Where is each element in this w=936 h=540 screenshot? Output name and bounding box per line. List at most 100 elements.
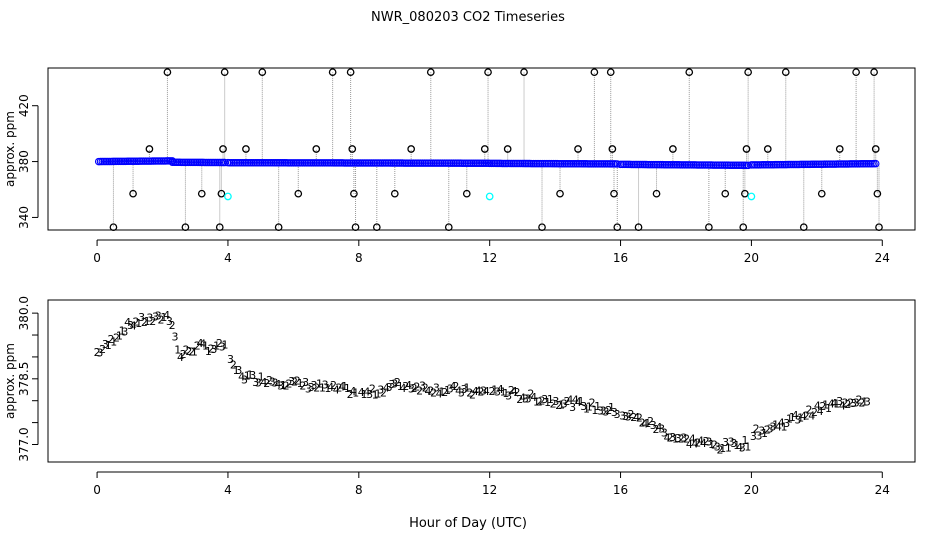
data-digit-marker: 4 [572,394,579,407]
data-digit-marker: 3 [552,395,559,408]
data-digit-marker: 2 [402,380,409,393]
data-digit-marker: 3 [600,405,607,418]
data-digit-marker: 2 [717,444,724,457]
data-digit-marker: 2 [94,346,101,359]
cyan-point [747,192,756,201]
outlier-point [610,189,618,198]
data-digit-marker: 1 [135,317,142,330]
figure-title: NWR_080203 CO2 Timeseries [371,10,565,25]
data-digit-marker: 1 [594,400,601,413]
data-digit-marker: 2 [653,423,660,436]
data-digit-marker: 2 [564,395,571,408]
data-digit-marker: 2 [508,384,515,397]
data-digit-marker: 3 [235,364,242,377]
data-digit-marker: 3 [121,325,128,338]
data-digit-marker: 2 [647,415,654,428]
data-digit-marker: 4 [475,384,482,397]
data-digit-marker: 2 [536,395,543,408]
data-digit-marker: 3 [767,422,774,435]
data-digit-marker: 1 [502,387,509,400]
data-digit-marker: 4 [686,438,693,451]
x-tick-label: 24 [875,483,890,497]
outlier-point [444,223,453,232]
data-digit-marker: 2 [208,343,215,356]
x-tick-label: 12 [482,251,497,265]
data-digit-marker: 3 [377,383,384,396]
data-digit-marker: 2 [169,319,176,332]
data-digit-marker: 4 [511,385,518,398]
data-digit-marker: 3 [419,379,426,392]
data-digit-marker: 4 [566,394,573,407]
data-digit-marker: 1 [761,427,768,440]
data-digit-marker: 4 [575,396,582,409]
outlier-point [634,223,643,232]
data-digit-marker: 1 [119,324,126,337]
data-digit-marker: 1 [583,402,590,415]
data-digit-marker: 3 [658,423,665,436]
outlier-point [217,189,226,198]
data-digit-marker: 1 [374,387,381,400]
data-digit-marker: 3 [758,424,765,437]
outlier-point [763,145,772,153]
data-digit-marker: 2 [188,345,195,358]
data-digit-marker: 1 [533,396,540,409]
data-digit-marker: 2 [753,423,760,436]
outlier-point [503,145,512,153]
data-digit-marker: 3 [102,338,109,351]
data-digit-marker: 4 [199,337,206,350]
data-digit-marker: 4 [792,409,799,422]
data-digit-marker: 3 [722,436,729,449]
data-digit-marker: 1 [324,382,331,395]
data-digit-marker: 4 [358,386,365,399]
data-digit-marker: 1 [644,417,651,430]
outlier-point [835,145,844,153]
data-digit-marker: 2 [294,374,301,387]
outlier-point [652,189,661,198]
data-digit-marker: 4 [808,409,815,422]
outlier-point [781,68,790,77]
outlier-point [817,189,826,198]
data-digit-marker: 1 [861,396,868,409]
plot-frame [47,67,916,231]
data-digit-marker: 3 [739,441,746,454]
data-digit-marker: 4 [383,381,390,394]
data-digit-marker: 1 [202,339,209,352]
data-digit-marker: 3 [241,373,248,386]
data-digit-marker: 2 [555,399,562,412]
data-digit-marker: 2 [513,386,520,399]
data-digit-marker: 2 [711,439,718,452]
x-tick-label: 8 [355,483,363,497]
data-digit-marker: 3 [614,408,621,421]
outlier-point [590,68,599,77]
data-digit-marker: 1 [833,397,840,410]
data-digit-marker: 3 [794,414,801,427]
data-digit-marker: 3 [458,387,465,400]
data-digit-marker: 1 [397,380,404,393]
data-digit-marker: 3 [505,389,512,402]
data-digit-marker: 3 [461,383,468,396]
data-digit-marker: 4 [778,416,785,429]
data-digit-marker: 1 [144,315,151,328]
data-digit-marker: 4 [800,410,807,423]
outlier-point [109,223,118,232]
x-tick-label: 8 [355,251,363,265]
outlier-point [871,145,880,153]
outlier-point [215,223,224,232]
data-digit-marker: 3 [580,400,587,413]
outlier-point [274,223,283,232]
data-digit-marker: 1 [822,399,829,412]
y-axis-label: approx. ppm [3,343,17,419]
data-digit-marker: 1 [544,396,551,409]
x-tick-label: 12 [482,483,497,497]
data-digit-marker: 1 [772,418,779,431]
data-digit-marker: 4 [633,411,640,424]
data-digit-marker: 3 [269,376,276,389]
data-digit-marker: 2 [180,348,187,361]
data-digit-marker: 3 [155,310,162,323]
data-digit-marker: 2 [466,387,473,400]
data-digit-marker: 3 [714,441,721,454]
data-digit-marker: 1 [244,369,251,382]
data-digit-marker: 4 [163,309,170,322]
data-digit-marker: 3 [853,397,860,410]
